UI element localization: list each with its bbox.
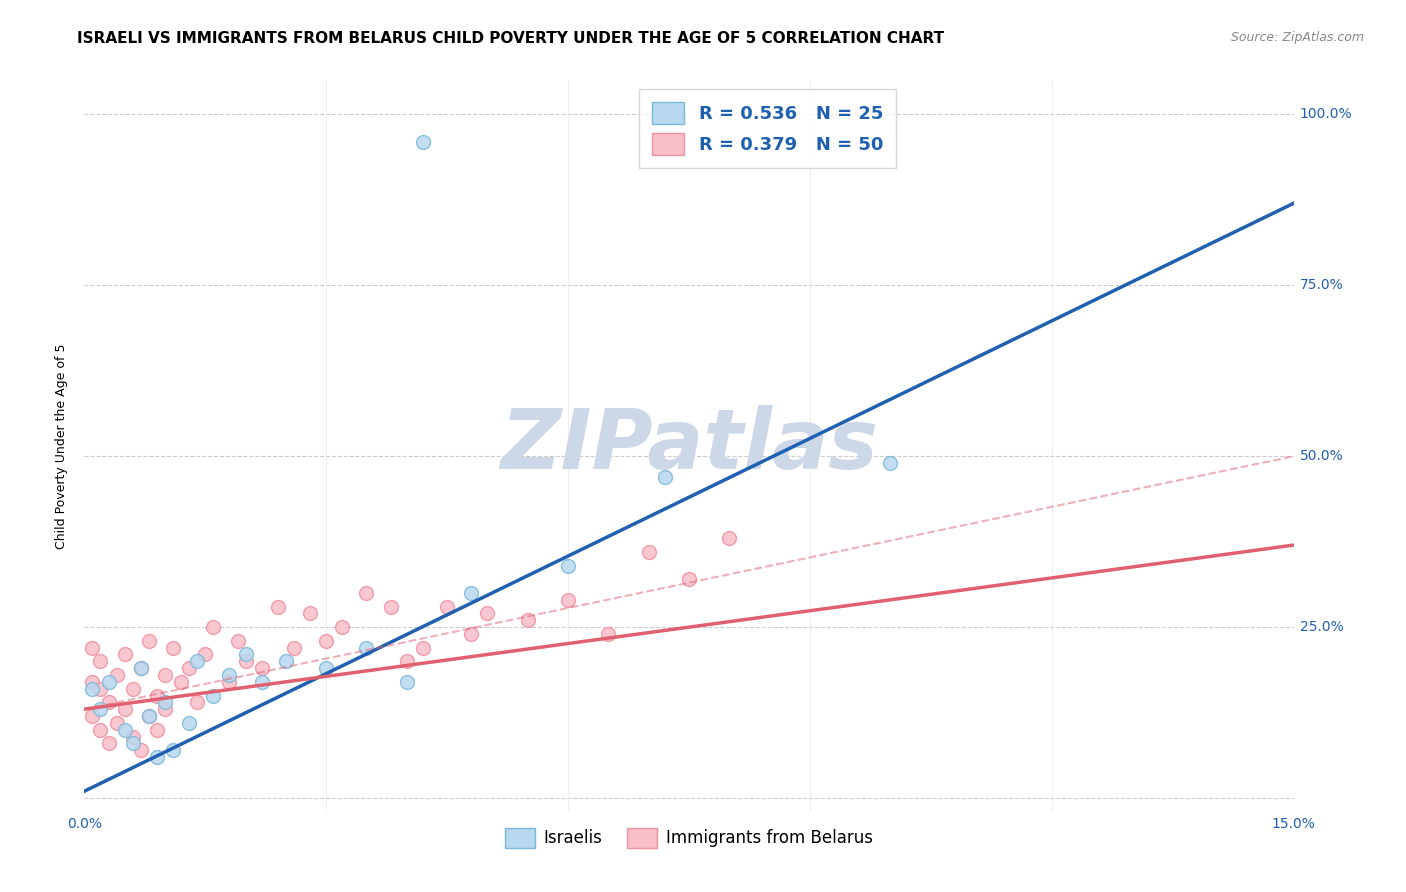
Point xyxy=(138,709,160,723)
Point xyxy=(105,668,128,682)
Point xyxy=(356,640,378,655)
Point xyxy=(598,627,620,641)
Point xyxy=(557,558,579,573)
Point xyxy=(89,681,111,696)
Point xyxy=(194,648,217,662)
Y-axis label: Child Poverty Under the Age of 5: Child Poverty Under the Age of 5 xyxy=(55,343,69,549)
Text: Source: ZipAtlas.com: Source: ZipAtlas.com xyxy=(1230,31,1364,45)
Point xyxy=(82,681,104,696)
Point xyxy=(82,640,104,655)
Point xyxy=(250,674,273,689)
Point xyxy=(162,743,184,757)
Point xyxy=(412,135,434,149)
Point xyxy=(97,695,120,709)
Point xyxy=(89,654,111,668)
Point xyxy=(138,633,160,648)
Point xyxy=(186,695,208,709)
Point xyxy=(395,654,418,668)
Point xyxy=(202,689,225,703)
Point xyxy=(114,723,136,737)
Point xyxy=(89,702,111,716)
Point xyxy=(412,640,434,655)
Point xyxy=(129,661,152,675)
Point xyxy=(170,674,193,689)
Point xyxy=(186,654,208,668)
Point xyxy=(299,607,322,621)
Point xyxy=(678,572,700,586)
Point xyxy=(114,702,136,716)
Point xyxy=(226,633,249,648)
Point xyxy=(162,640,184,655)
Point xyxy=(179,661,201,675)
Text: 100.0%: 100.0% xyxy=(1299,107,1353,121)
Point xyxy=(218,674,240,689)
Point xyxy=(121,736,143,750)
Point xyxy=(121,681,143,696)
Text: ZIPatlas: ZIPatlas xyxy=(501,406,877,486)
Point xyxy=(105,715,128,730)
Point xyxy=(250,661,273,675)
Point xyxy=(179,715,201,730)
Point xyxy=(97,736,120,750)
Point xyxy=(146,723,169,737)
Point xyxy=(235,654,257,668)
Point xyxy=(283,640,305,655)
Point xyxy=(274,654,297,668)
Point xyxy=(114,648,136,662)
Point xyxy=(460,586,482,600)
Point xyxy=(315,661,337,675)
Point xyxy=(356,586,378,600)
Point xyxy=(129,661,152,675)
Point xyxy=(121,730,143,744)
Point xyxy=(146,750,169,764)
Point xyxy=(82,709,104,723)
Point xyxy=(516,613,538,627)
Text: 75.0%: 75.0% xyxy=(1299,278,1343,293)
Point xyxy=(97,674,120,689)
Point xyxy=(315,633,337,648)
Point xyxy=(218,668,240,682)
Point xyxy=(153,702,176,716)
Point xyxy=(235,648,257,662)
Point xyxy=(202,620,225,634)
Text: 25.0%: 25.0% xyxy=(1299,620,1343,634)
Point xyxy=(267,599,290,614)
Legend: Israelis, Immigrants from Belarus: Israelis, Immigrants from Belarus xyxy=(499,821,879,855)
Point xyxy=(146,689,169,703)
Point xyxy=(718,531,741,545)
Point xyxy=(436,599,458,614)
Text: ISRAELI VS IMMIGRANTS FROM BELARUS CHILD POVERTY UNDER THE AGE OF 5 CORRELATION : ISRAELI VS IMMIGRANTS FROM BELARUS CHILD… xyxy=(77,31,945,46)
Point xyxy=(879,456,901,470)
Point xyxy=(654,469,676,483)
Point xyxy=(138,709,160,723)
Point xyxy=(82,674,104,689)
Point xyxy=(395,674,418,689)
Point xyxy=(153,695,176,709)
Point xyxy=(330,620,353,634)
Point xyxy=(153,668,176,682)
Point xyxy=(89,723,111,737)
Point xyxy=(460,627,482,641)
Text: 50.0%: 50.0% xyxy=(1299,450,1343,463)
Point xyxy=(477,607,499,621)
Point xyxy=(557,592,579,607)
Point xyxy=(380,599,402,614)
Point xyxy=(129,743,152,757)
Point xyxy=(637,545,659,559)
